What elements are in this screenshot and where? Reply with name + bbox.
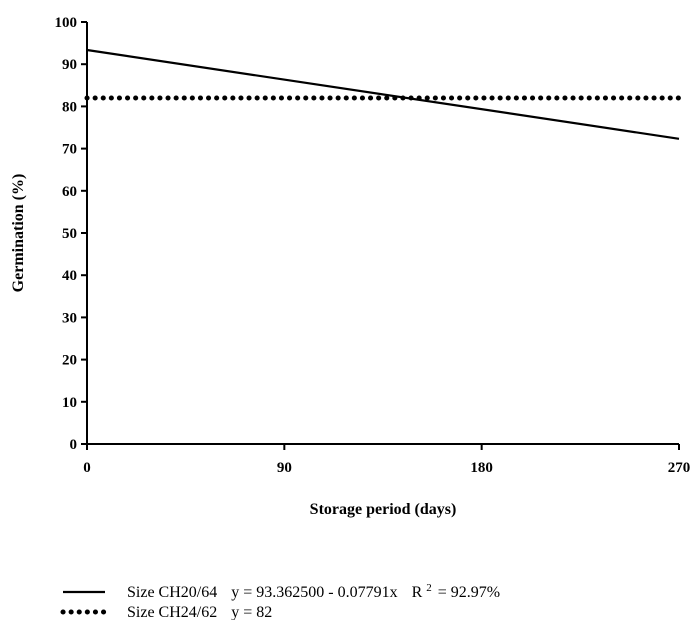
x-tick-label: 180: [470, 460, 493, 476]
legend-equation: y = 82: [231, 604, 272, 620]
y-tick-label: 80: [62, 99, 77, 115]
legend-label-series-2: Size CH24/62 y = 82: [127, 604, 272, 620]
axes: [86, 22, 679, 445]
legend-label-series-1: Size CH20/64 y = 93.362500 - 0.07791x R …: [127, 578, 500, 601]
legend-r-squared-value: = 92.97%: [438, 584, 500, 601]
x-tick-label: 0: [83, 460, 91, 476]
y-tick-label: 40: [62, 268, 77, 284]
legend-r-squared-prefix: R: [412, 584, 423, 601]
y-tick-label: 50: [62, 226, 77, 242]
y-tick-label: 10: [62, 395, 77, 411]
legend-series-name: Size CH20/64: [127, 584, 217, 601]
x-tick-label: 90: [277, 460, 292, 476]
legend-entry-series-2: Size CH24/62 y = 82: [60, 604, 272, 621]
y-tick-label: 100: [55, 15, 78, 31]
x-axis-title: Storage period (days): [310, 501, 457, 518]
y-tick-label: 60: [62, 184, 77, 200]
y-tick-label: 90: [62, 57, 77, 73]
legend-entry-series-1: Size CH20/64 y = 93.362500 - 0.07791x R …: [63, 578, 500, 601]
y-tick-label: 0: [70, 437, 78, 453]
y-tick-label: 70: [62, 142, 77, 158]
legend-r-squared-exponent: 2: [426, 582, 432, 594]
x-axis-ticks: 0 90 180 270: [83, 444, 690, 476]
legend: Size CH20/64 y = 93.362500 - 0.07791x R …: [60, 578, 500, 621]
y-axis-title: Germination (%): [10, 174, 27, 293]
legend-equation: y = 93.362500 - 0.07791x: [231, 584, 397, 601]
y-tick-label: 20: [62, 353, 77, 369]
series-line-1: [86, 48, 680, 140]
y-axis-ticks: 0 10 20 30 40 50 60 70 80 90 100: [55, 15, 87, 453]
legend-series-name: Size CH24/62: [127, 604, 217, 620]
y-tick-label: 30: [62, 310, 77, 326]
plot-area: [84, 48, 682, 140]
x-tick-label: 270: [668, 460, 691, 476]
